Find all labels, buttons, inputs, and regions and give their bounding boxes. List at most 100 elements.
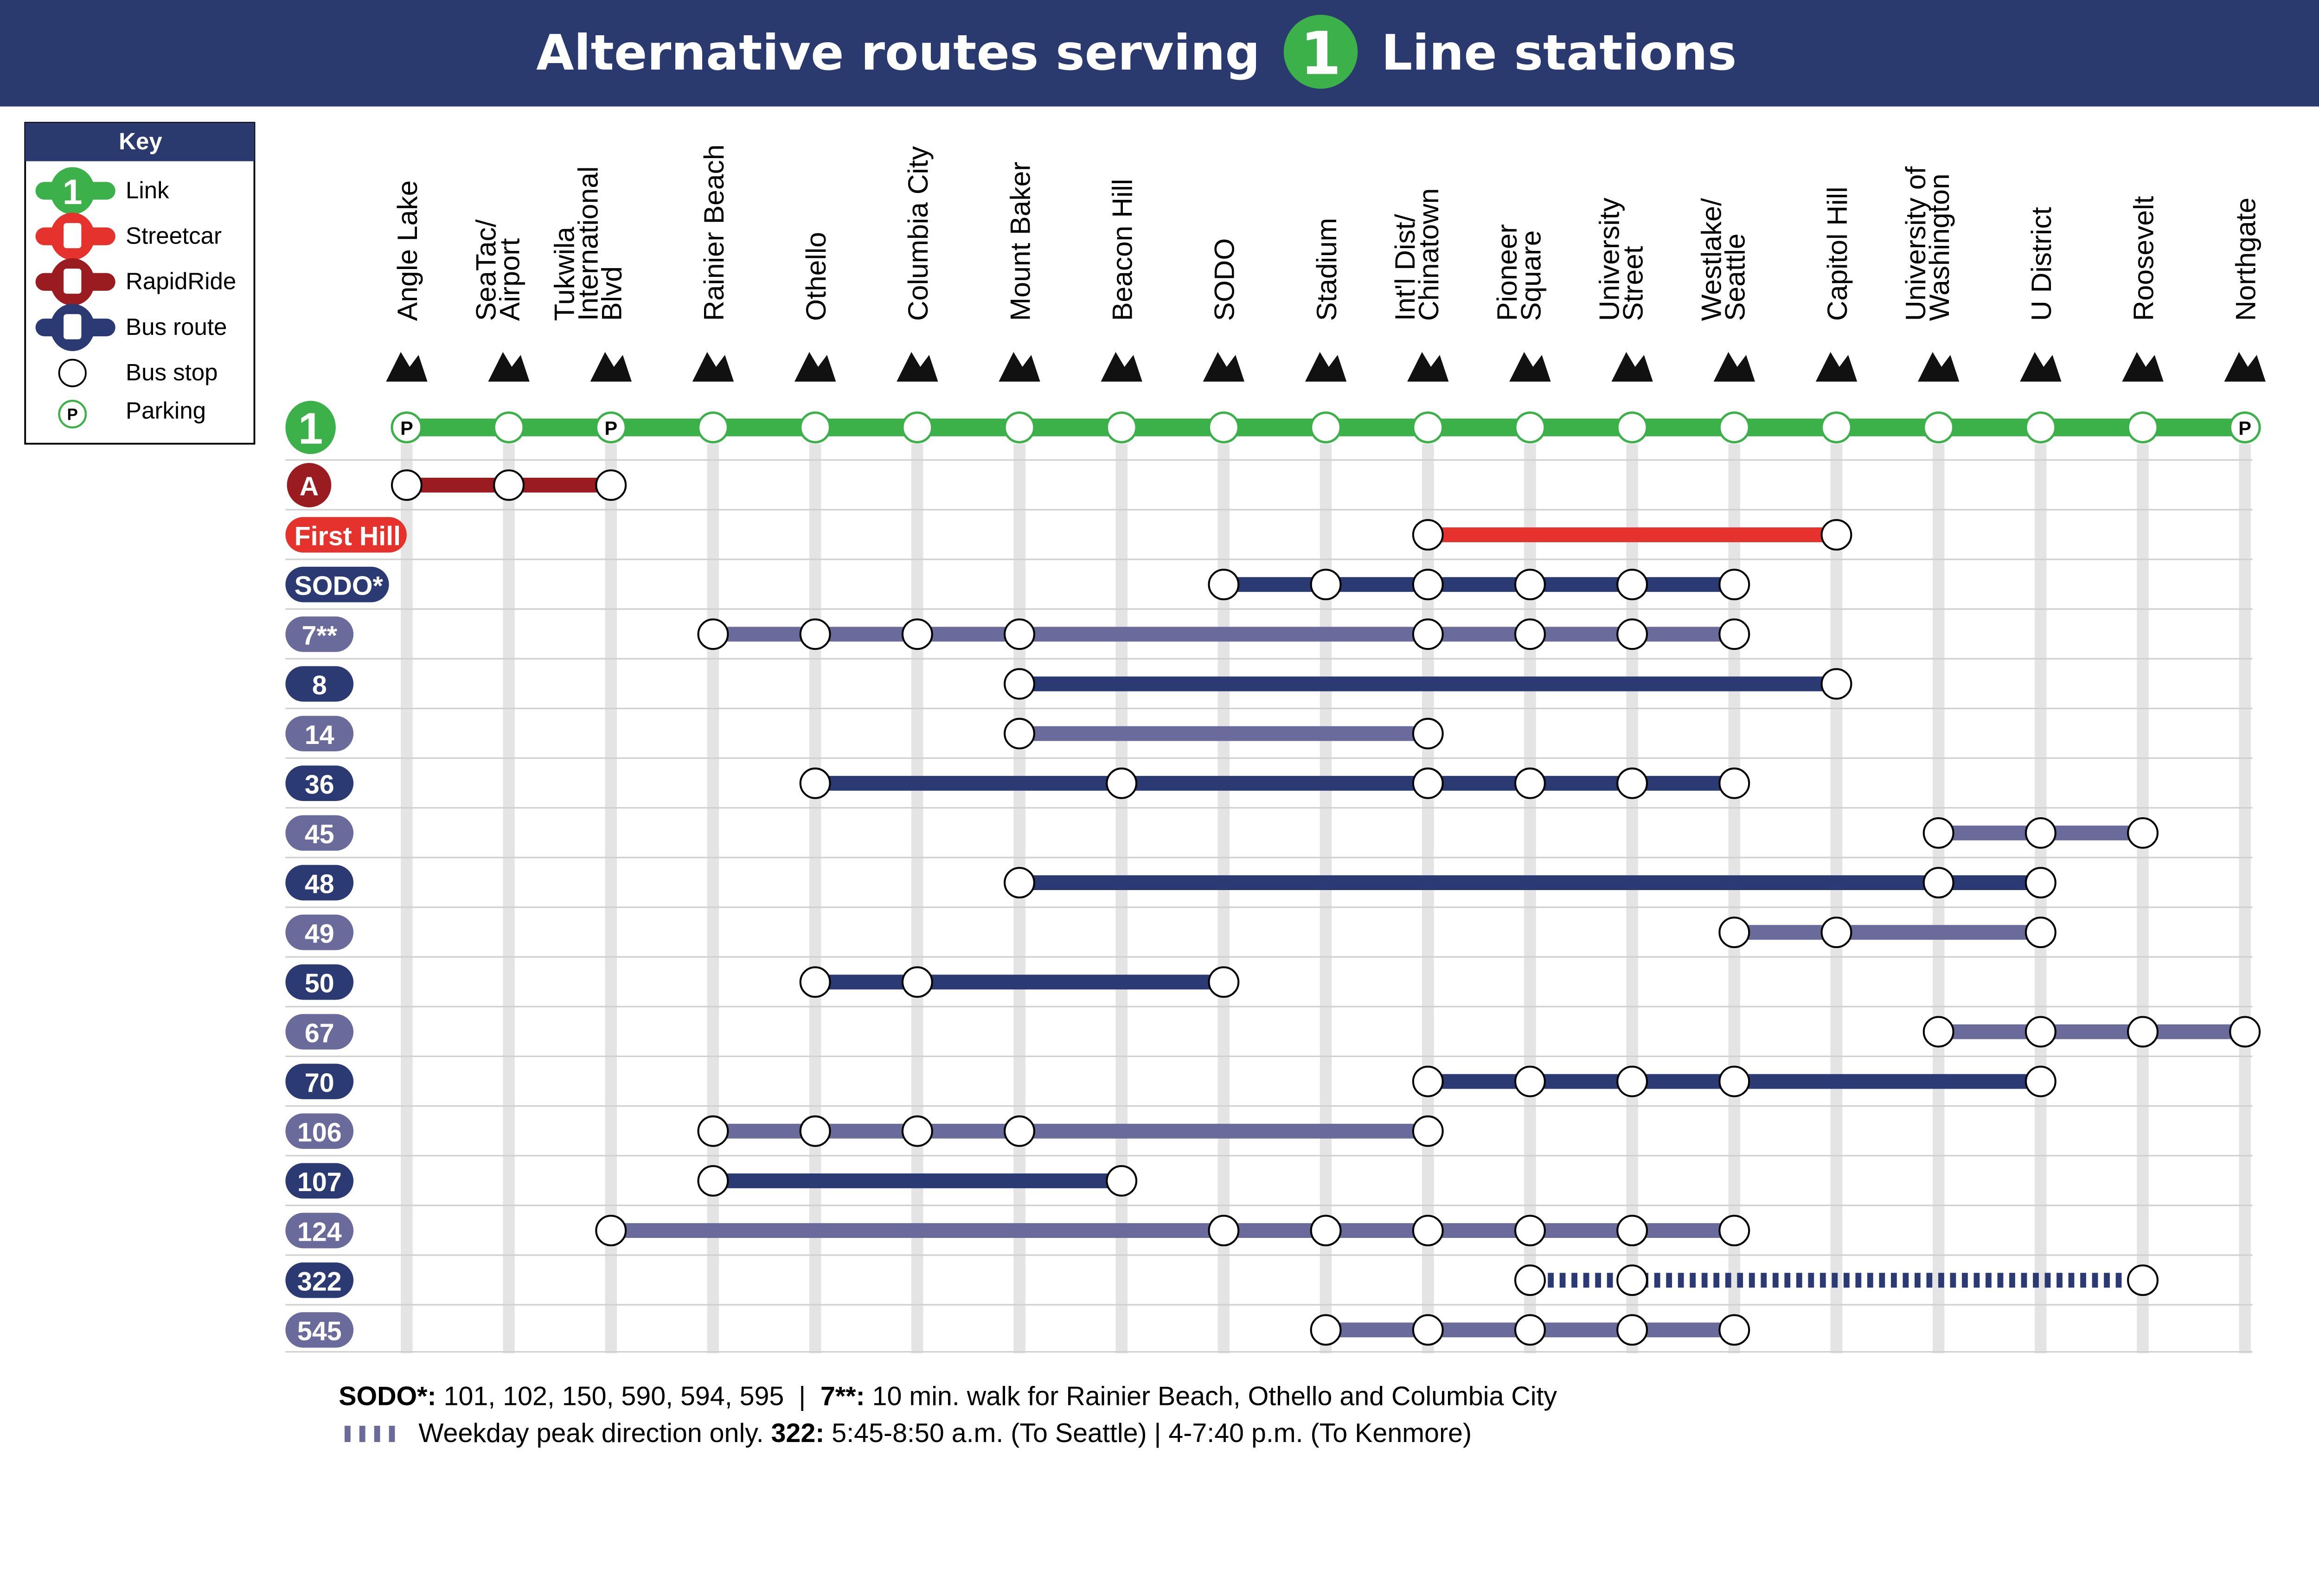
key-item-label: Bus stop	[126, 359, 218, 385]
rapidride-bus-icon	[35, 258, 115, 306]
key-item-label: Link	[126, 177, 169, 203]
route-label: 36	[305, 770, 334, 800]
route-badge[interactable]: 36	[285, 765, 354, 801]
parking-station-marker	[391, 411, 423, 443]
parking-icon: P	[604, 417, 617, 439]
route-badge[interactable]: 322	[285, 1262, 354, 1298]
route-badge[interactable]: 545	[285, 1312, 354, 1348]
route-row-first-hill: First Hill	[285, 517, 1852, 553]
station-marker	[1820, 411, 1852, 443]
route-badge[interactable]: 14	[285, 716, 354, 751]
peak-only-segment	[1583, 1273, 1589, 1288]
route-badge[interactable]: 49	[285, 914, 354, 950]
station-column: Beacon Hill	[1101, 179, 1142, 382]
bus-stop-marker	[1514, 1065, 1546, 1097]
route-badge[interactable]: 67	[285, 1014, 354, 1050]
bus-stop-marker	[2024, 1065, 2056, 1097]
peak-only-segment	[1962, 1273, 1968, 1288]
peak-only-segment	[1808, 1273, 1814, 1288]
station-name: Washington	[1923, 173, 1955, 321]
bus-stop-marker	[697, 618, 729, 650]
route-label: SODO*	[295, 571, 384, 601]
bus-stop-marker	[2127, 1264, 2159, 1296]
header-title-left: Alternative routes serving	[536, 24, 1260, 81]
bus-stop-marker	[2024, 817, 2056, 849]
route-label: 49	[305, 919, 334, 949]
line-1-badge-number: 1	[1300, 19, 1341, 88]
bus-stop-marker	[1922, 817, 1954, 849]
route-badge[interactable]: 70	[285, 1064, 354, 1099]
station-column: Int'l Dist/Chinatown	[1389, 188, 1449, 382]
peak-only-segment	[1997, 1273, 2004, 1288]
footnote-peak-text: Weekday peak direction only.	[418, 1418, 771, 1448]
route-row-a: A	[287, 463, 627, 507]
peak-only-segment	[1903, 1273, 1909, 1288]
bus-stop-marker	[1310, 1314, 1342, 1346]
bus-stop-marker	[1616, 1314, 1648, 1346]
bus-stop-marker	[1412, 1115, 1444, 1147]
peak-only-segment	[1737, 1273, 1743, 1288]
station-column: U District	[2020, 207, 2062, 382]
route-label: 107	[297, 1167, 342, 1197]
footnote-322-label: 322:	[771, 1418, 825, 1448]
station-name: Int'l Dist/	[1389, 214, 1421, 321]
route-label: 545	[297, 1317, 342, 1346]
station-name: Chinatown	[1413, 188, 1444, 321]
route-badge[interactable]: A	[287, 463, 332, 507]
peak-only-segment	[1915, 1273, 1921, 1288]
footnote-sodo-label: SODO*:	[339, 1381, 436, 1411]
station-marker	[1412, 411, 1444, 443]
bus-stop-marker	[1514, 1215, 1546, 1247]
bus-stop-marker	[799, 618, 831, 650]
station-name: SODO	[1209, 238, 1240, 321]
key-parking-glyph: P	[67, 406, 78, 424]
mountain-icon	[999, 352, 1040, 382]
footnote-line-1: SODO*: 101, 102, 150, 590, 594, 595 | 7*…	[339, 1381, 1557, 1411]
route-label: 124	[297, 1217, 342, 1247]
station-marker	[1207, 411, 1240, 443]
route-badge[interactable]: SODO*	[285, 566, 389, 603]
bus-stop-marker	[2024, 917, 2056, 949]
route-label: A	[300, 472, 319, 501]
route-badge[interactable]: 124	[285, 1212, 354, 1249]
station-name: SeaTac/	[470, 219, 501, 321]
bus-stop-marker	[1004, 718, 1035, 750]
route-badge[interactable]: First Hill	[285, 517, 407, 553]
station-bar	[605, 443, 617, 1353]
route-badge[interactable]: 106	[285, 1113, 354, 1149]
route-badge[interactable]: 48	[285, 865, 354, 901]
key-panel: Key 1 Link Streetcar RapidRide Bus route Bus …	[24, 122, 256, 445]
station-column: Columbia City	[897, 146, 938, 382]
heron-icon	[692, 352, 734, 382]
route-row-107: 107	[285, 1163, 1138, 1199]
route-badge[interactable]: 8	[285, 666, 354, 702]
route-badge[interactable]: 50	[285, 964, 354, 1000]
route-label: 322	[297, 1267, 342, 1297]
route-line	[1224, 577, 1735, 592]
station-column: SODO	[1203, 238, 1245, 382]
bus-stop-marker	[1616, 1215, 1648, 1247]
station-marker	[1514, 411, 1546, 443]
bus-stop-marker	[1004, 867, 1035, 899]
bus-stop-marker	[1718, 569, 1750, 601]
streetcar-icon	[35, 212, 115, 260]
bus-stop-marker	[1412, 618, 1444, 650]
bus-stop-marker	[1820, 668, 1852, 700]
bus-stop-marker	[1616, 1264, 1648, 1296]
route-badge[interactable]: 7**	[285, 616, 354, 652]
peak-only-segment	[1713, 1273, 1720, 1288]
station-column: Stadium	[1305, 218, 1347, 382]
route-badge[interactable]: 107	[285, 1163, 354, 1199]
route-badge[interactable]: 45	[285, 815, 354, 851]
bus-stop-marker	[1514, 1264, 1546, 1296]
key-item-streetcar: Streetcar	[35, 212, 222, 260]
bus-stop-marker	[697, 1165, 729, 1197]
bus-stop-marker	[1616, 1065, 1648, 1097]
grid	[285, 443, 2253, 1353]
station-column: Rainier Beach	[692, 144, 734, 382]
peak-only-segment	[1607, 1273, 1613, 1288]
station-column: Capitol Hill	[1815, 186, 1858, 382]
station-column: Northgate	[2224, 198, 2266, 382]
bus-stop-marker	[901, 618, 933, 650]
